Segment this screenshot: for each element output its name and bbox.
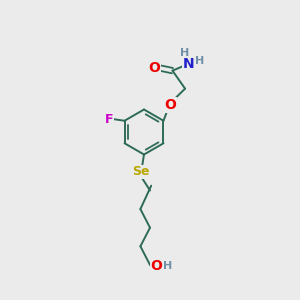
Text: N: N	[182, 57, 194, 71]
Text: H: H	[181, 48, 190, 58]
Text: H: H	[164, 261, 172, 271]
Text: O: O	[151, 259, 163, 272]
Text: O: O	[148, 61, 160, 75]
Text: O: O	[164, 98, 176, 112]
Text: F: F	[105, 113, 113, 126]
Text: H: H	[196, 56, 205, 66]
Text: Se: Se	[132, 165, 149, 178]
